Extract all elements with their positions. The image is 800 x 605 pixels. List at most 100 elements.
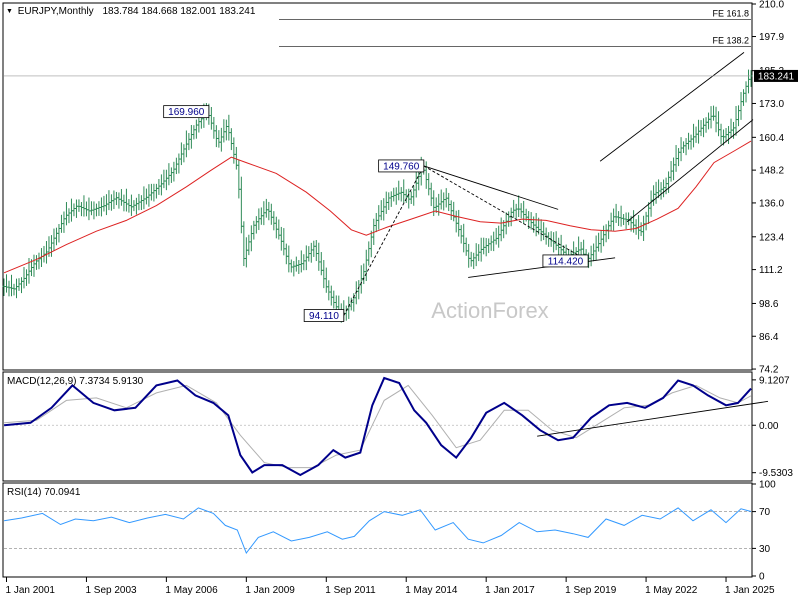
ohlc-bar bbox=[164, 169, 168, 191]
ohlc-bar bbox=[542, 222, 546, 241]
ohlc-bar bbox=[152, 183, 156, 202]
ohlc-bar bbox=[327, 280, 331, 301]
ohlc-bar bbox=[62, 211, 66, 233]
ohlc-bar bbox=[439, 189, 443, 210]
ohlc-bar bbox=[182, 144, 186, 163]
watermark: ActionForex bbox=[431, 298, 548, 323]
ohlc-bar bbox=[299, 250, 303, 273]
ohlc-bar bbox=[157, 178, 161, 195]
ohlc-bar bbox=[17, 278, 21, 291]
ohlc-bar bbox=[634, 219, 638, 235]
ohlc-bar bbox=[652, 185, 656, 206]
ohlc-bar bbox=[217, 130, 221, 148]
ohlc-bar bbox=[22, 267, 26, 289]
ohlc-bar bbox=[119, 189, 123, 206]
ohlc-bar bbox=[484, 238, 488, 257]
price-tick-label: 160.4 bbox=[759, 133, 784, 144]
ohlc-bar bbox=[249, 225, 253, 252]
ohlc-bar bbox=[734, 105, 738, 136]
ohlc-bar bbox=[429, 182, 433, 207]
fe-levels: FE 161.8 FE 138.2 bbox=[279, 9, 751, 47]
ohlc-bar bbox=[54, 227, 58, 246]
ohlc-bar bbox=[469, 251, 473, 267]
ohlc-bar bbox=[622, 214, 626, 226]
trendline-0 bbox=[423, 165, 559, 210]
trendline-2 bbox=[343, 165, 425, 316]
ohlc-bar bbox=[397, 180, 401, 201]
ohlc-bar bbox=[514, 203, 518, 219]
ohlc-bar bbox=[492, 231, 496, 252]
ohlc-bar bbox=[34, 255, 38, 270]
price-tick-label: 98.6 bbox=[759, 299, 779, 310]
ohlc-bar bbox=[129, 194, 133, 216]
ohlc-bar bbox=[174, 157, 178, 175]
trendline-1 bbox=[468, 257, 616, 278]
ohlc-bar bbox=[162, 169, 166, 189]
ohlc-bar bbox=[312, 240, 316, 257]
time-tick-label: 1 May 2022 bbox=[645, 585, 698, 596]
ohlc-bar bbox=[297, 260, 301, 274]
ohlc-bar bbox=[244, 237, 248, 268]
ohlc-bar bbox=[414, 172, 418, 198]
ohlc-bar bbox=[612, 208, 616, 231]
ohlc-bar bbox=[124, 188, 128, 212]
chart-ohlc: 183.784 184.668 182.001 183.241 bbox=[102, 6, 255, 17]
price-tick-label: 197.9 bbox=[759, 32, 784, 43]
time-tick-label: 1 Jan 2009 bbox=[245, 585, 295, 596]
ohlc-bar bbox=[552, 232, 556, 253]
ohlc-bar bbox=[712, 105, 716, 121]
rsi-panel-frame bbox=[2, 482, 753, 578]
ohlc-bar bbox=[329, 285, 333, 306]
ohlc-bar bbox=[209, 106, 213, 130]
ohlc-bar bbox=[12, 283, 16, 296]
ohlc-bar bbox=[349, 297, 353, 311]
ohlc-bar bbox=[9, 274, 13, 297]
price-tick-label: 123.4 bbox=[759, 232, 784, 243]
ohlc-bar bbox=[739, 92, 743, 120]
ohlc-bar bbox=[194, 119, 198, 139]
ohlc-bar bbox=[624, 212, 628, 230]
annotation-label-0: 169.960 bbox=[168, 107, 205, 118]
annotation-2: 94.110 bbox=[303, 309, 345, 322]
ohlc-bar bbox=[667, 171, 671, 193]
ohlc-bar bbox=[72, 203, 76, 217]
ohlc-bar bbox=[232, 137, 236, 164]
ohlc-bar bbox=[187, 133, 191, 151]
chart-symbol-icon: ▼ bbox=[6, 8, 13, 15]
ohlc-bar bbox=[472, 252, 476, 269]
ohlc-bar bbox=[264, 198, 268, 218]
ohlc-bar bbox=[167, 163, 171, 186]
ohlc-bar bbox=[14, 278, 18, 299]
time-tick-label: 1 Jan 2017 bbox=[485, 585, 535, 596]
ohlc-bar bbox=[497, 225, 501, 248]
ohlc-bar bbox=[452, 201, 456, 222]
price-tick-label: 136.0 bbox=[759, 198, 784, 209]
trendline-5 bbox=[626, 119, 754, 223]
ohlc-bar bbox=[602, 225, 606, 247]
price-tick-label: 173.0 bbox=[759, 99, 784, 110]
ohlc-bar bbox=[642, 215, 646, 241]
ohlc-bar bbox=[134, 197, 138, 215]
price-tick-label: 210.0 bbox=[759, 0, 784, 11]
ohlc-bar bbox=[717, 111, 721, 137]
ohlc-bar bbox=[744, 81, 748, 103]
rsi-tick-label: 30 bbox=[759, 544, 771, 555]
macd-lines bbox=[4, 376, 769, 477]
ohlc-bar bbox=[519, 203, 523, 219]
time-tick-label: 1 Jan 2025 bbox=[725, 585, 775, 596]
ohlc-bar bbox=[412, 185, 416, 206]
ohlc-bar bbox=[314, 240, 318, 262]
ohlc-bar bbox=[592, 243, 596, 262]
ohlc-bar bbox=[139, 195, 143, 211]
ohlc-bar bbox=[589, 245, 593, 267]
ohlc-bar bbox=[304, 245, 308, 271]
ohlc-bar bbox=[487, 238, 491, 254]
ohlc-bar bbox=[517, 195, 521, 218]
ohlc-bar bbox=[702, 118, 706, 138]
ohlc-bar bbox=[112, 190, 116, 210]
ohlc-bar bbox=[454, 210, 458, 233]
ohlc-bar bbox=[142, 186, 146, 210]
time-tick-label: 1 May 2006 bbox=[165, 585, 218, 596]
ohlc-bar bbox=[662, 179, 666, 198]
